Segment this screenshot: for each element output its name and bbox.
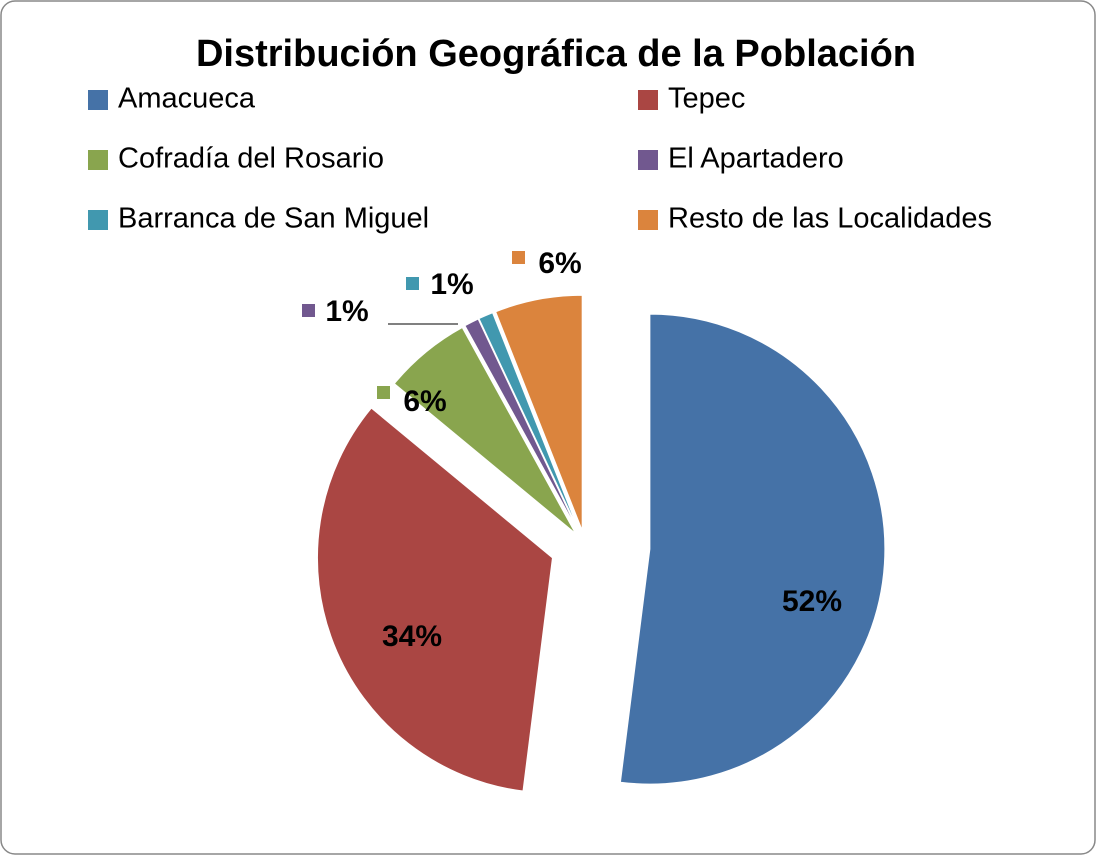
data-label: 52% <box>782 585 842 618</box>
legend-label: El Apartadero <box>668 143 844 175</box>
legend-swatch <box>88 90 108 110</box>
data-label-key <box>406 277 419 290</box>
pie-slice <box>495 294 583 531</box>
legend-swatch <box>638 90 658 110</box>
legend-label: Cofradía del Rosario <box>118 143 384 175</box>
pie-slice <box>393 326 576 534</box>
legend-label: Tepec <box>668 83 745 115</box>
chart-title: Distribución Geográfica de la Población <box>196 33 916 75</box>
legend-label: Resto de las Localidades <box>668 203 992 235</box>
legend-swatch <box>638 150 658 170</box>
data-label: 6% <box>403 385 446 418</box>
data-label: 6% <box>538 247 581 280</box>
pie-slice <box>478 312 580 532</box>
legend-swatch <box>638 210 658 230</box>
legend-label: Amacueca <box>118 83 256 115</box>
data-label: 1% <box>325 295 368 328</box>
pie-slice <box>316 407 553 792</box>
data-label-key <box>377 386 390 399</box>
data-label: 34% <box>382 620 442 653</box>
legend-swatch <box>88 150 108 170</box>
pie-slice <box>619 313 886 785</box>
data-label-key <box>512 251 525 264</box>
pie-slice <box>464 318 579 532</box>
data-label-key <box>302 304 315 317</box>
legend-label: Barranca de San Miguel <box>118 203 429 235</box>
data-label: 1% <box>430 268 473 301</box>
legend-swatch <box>88 210 108 230</box>
